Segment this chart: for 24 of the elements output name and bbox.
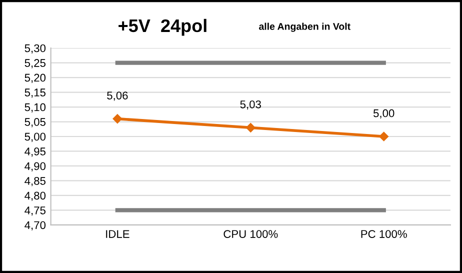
- y-tick-label: 4,70: [24, 221, 46, 230]
- x-tick-label: IDLE: [106, 230, 130, 238]
- y-tick-label: 4,95: [24, 148, 46, 157]
- point: [246, 123, 256, 132]
- data-label: 5,00: [373, 109, 394, 118]
- chart-title: +5V 24pol: [118, 18, 206, 36]
- y-tick-label: 5,20: [24, 74, 46, 83]
- y-tick-label: 5,05: [24, 118, 46, 128]
- chart-subtitle: alle Angaben in Volt: [259, 22, 350, 32]
- data-label: 5,03: [240, 100, 261, 110]
- x-tick-label: PC 100%: [361, 230, 407, 238]
- point: [379, 132, 388, 142]
- y-tick-label: 5,15: [24, 88, 46, 98]
- y-tick-label: 5,30: [24, 44, 46, 54]
- x-tick-label: CPU 100%: [224, 230, 278, 238]
- y-tick-label: 4,90: [24, 162, 46, 172]
- y-tick-label: 5,10: [24, 103, 46, 112]
- y-tick-label: 4,80: [24, 192, 46, 201]
- y-tick-label: 5,25: [24, 59, 46, 68]
- y-tick-label: 5,00: [24, 132, 46, 142]
- point: [112, 114, 122, 124]
- y-tick-label: 4,75: [24, 206, 46, 216]
- y-tick-label: 4,85: [24, 176, 46, 186]
- data-label: 5,06: [107, 92, 128, 101]
